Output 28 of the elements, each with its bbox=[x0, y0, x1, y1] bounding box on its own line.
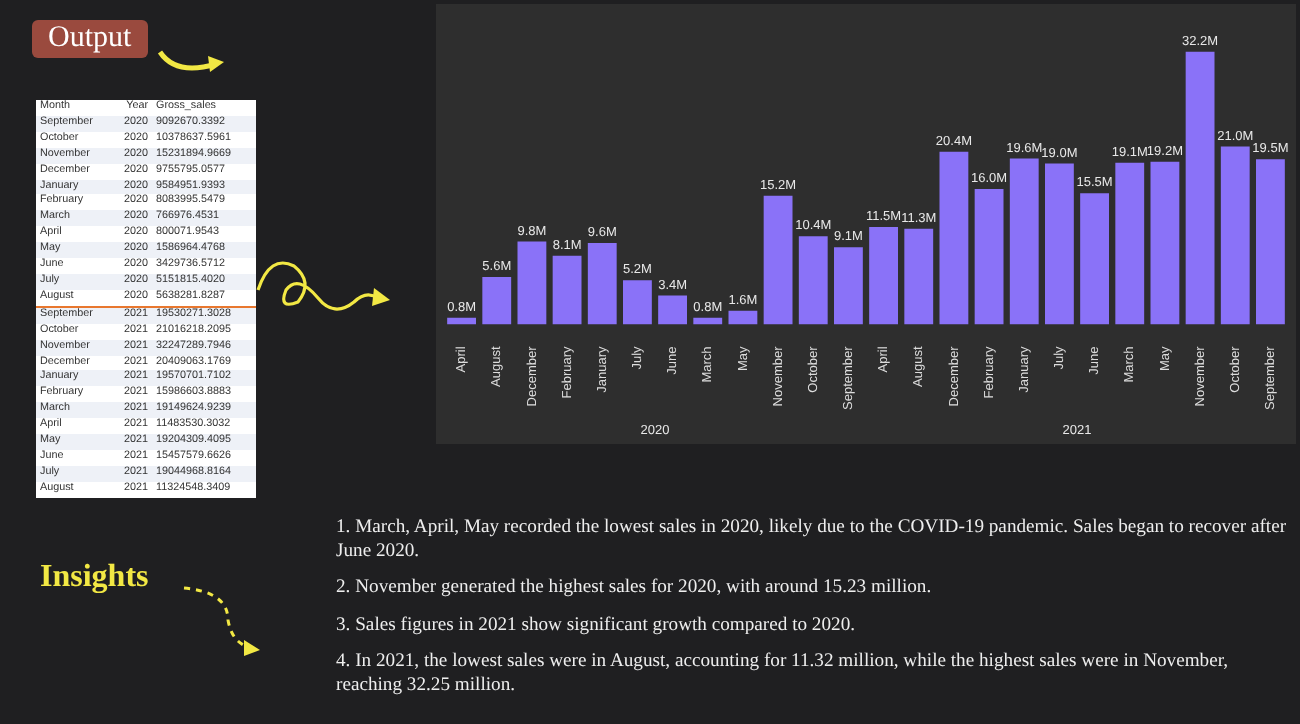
bar bbox=[1220, 146, 1250, 325]
bar bbox=[939, 151, 969, 325]
bar bbox=[869, 227, 898, 325]
text: 1. March, April, May recorded the lowest sales in 2020, likely due to the COVID-19 pandemic. Sales began to recover after June 2020. bbox=[336, 516, 1289, 562]
text: Output bbox=[32, 20, 148, 58]
bar bbox=[1045, 163, 1074, 325]
bar bbox=[587, 243, 617, 325]
bar bbox=[1185, 51, 1215, 325]
bar bbox=[1115, 162, 1145, 325]
text: 3. Sales figures in 2021 show significant growth compared to 2020. bbox=[336, 613, 858, 636]
bar bbox=[658, 295, 687, 325]
bar bbox=[623, 280, 652, 325]
bar bbox=[728, 310, 758, 325]
bar bbox=[763, 195, 793, 325]
bar bbox=[517, 241, 547, 325]
bar bbox=[1009, 158, 1039, 325]
bar bbox=[798, 236, 828, 325]
bar bbox=[974, 188, 1004, 325]
text: 2. November generated the highest sales for 2020, with around 15.23 million. bbox=[336, 576, 934, 599]
bar bbox=[482, 276, 512, 325]
bar bbox=[1150, 161, 1180, 325]
bar bbox=[1080, 193, 1109, 325]
bar bbox=[834, 247, 863, 325]
bar bbox=[904, 228, 934, 325]
text: Insights bbox=[40, 560, 149, 596]
text: 4. In 2021, the lowest sales were in August, accounting for 11.32 million, while the highest sales were in November, reaching 32.25 million. bbox=[336, 650, 1231, 696]
bar bbox=[552, 255, 582, 325]
bar bbox=[1256, 159, 1285, 325]
